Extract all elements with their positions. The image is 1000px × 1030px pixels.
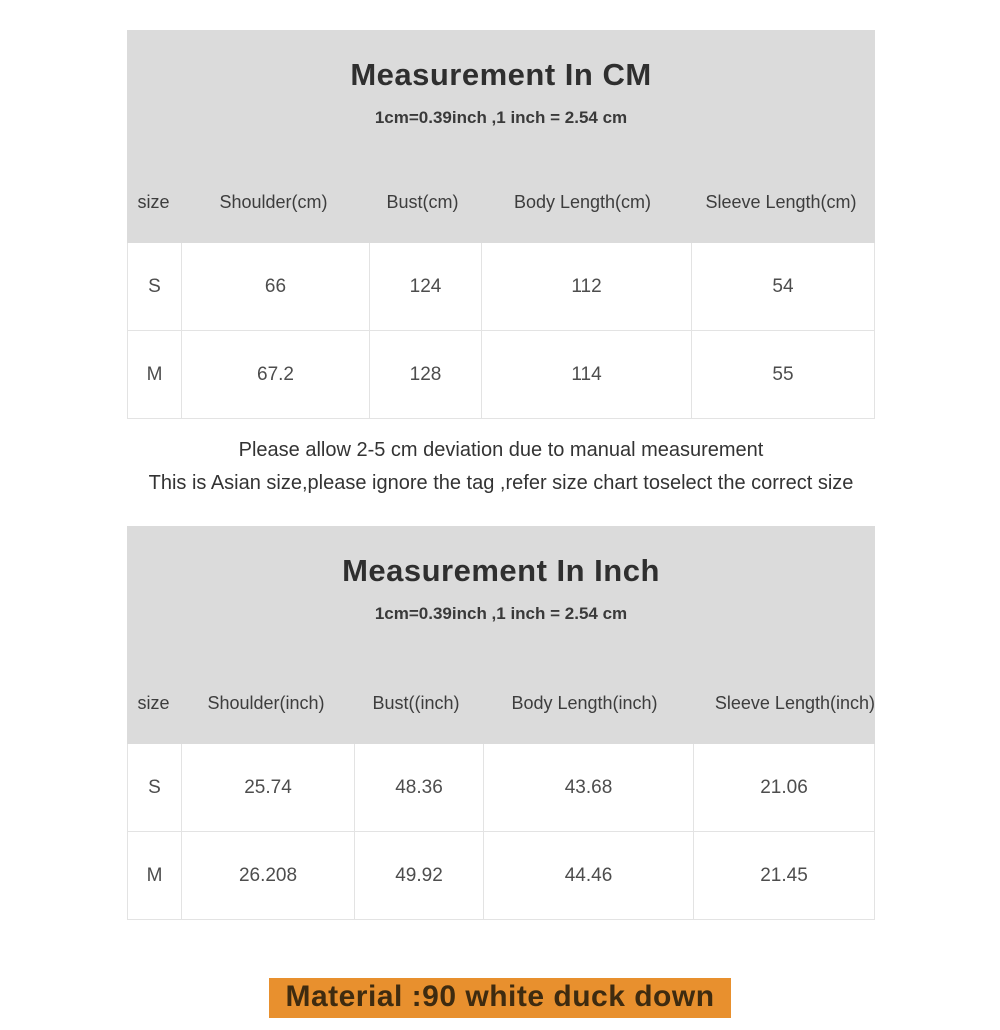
table-row: M 26.208 49.92 44.46 21.45 <box>128 832 874 920</box>
body-length-cell: 112 <box>481 243 691 330</box>
shoulder-cell: 67.2 <box>181 331 369 418</box>
size-chart: Measurement In CM 1cm=0.39inch ,1 inch =… <box>127 30 875 920</box>
column-header-bust: Bust(cm) <box>386 192 459 212</box>
column-header-sleeve-length: Sleeve Length(cm) <box>705 192 857 212</box>
size-cell: M <box>146 363 163 385</box>
size-cell: S <box>148 776 161 798</box>
column-header-size: size <box>137 192 170 212</box>
inch-section: Measurement In Inch 1cm=0.39inch ,1 inch… <box>127 526 875 920</box>
section-subtitle: 1cm=0.39inch ,1 inch = 2.54 cm <box>374 108 628 127</box>
bust-cell: 48.36 <box>354 744 483 831</box>
bust-cell: 124 <box>369 243 481 330</box>
material-banner-wrap: Material :90 white duck down <box>0 978 1000 1018</box>
notes: Please allow 2-5 cm deviation due to man… <box>127 434 875 500</box>
table-row: S 25.74 48.36 43.68 21.06 <box>128 744 874 832</box>
note-line: This is Asian size,please ignore the tag… <box>148 472 854 494</box>
column-header-row: size Shoulder(cm) Bust(cm) Body Length(c… <box>127 192 875 213</box>
bust-cell: 49.92 <box>354 832 483 919</box>
sleeve-length-cell: 55 <box>691 331 874 418</box>
column-header-shoulder: Shoulder(cm) <box>219 192 328 212</box>
section-subtitle: 1cm=0.39inch ,1 inch = 2.54 cm <box>374 604 628 623</box>
column-header-size: size <box>137 693 170 713</box>
column-header-body-length: Body Length(inch) <box>511 693 658 713</box>
material-banner: Material :90 white duck down <box>269 978 731 1018</box>
column-header-sleeve-length: Sleeve Length(inch) <box>714 693 875 713</box>
sleeve-length-cell: 21.45 <box>693 832 874 919</box>
inch-table: S 25.74 48.36 43.68 21.06 M 26.208 49.92… <box>127 744 875 920</box>
size-cell: S <box>148 275 161 297</box>
sleeve-length-cell: 54 <box>691 243 874 330</box>
note-line: Please allow 2-5 cm deviation due to man… <box>238 439 764 461</box>
cm-header-block: Measurement In CM 1cm=0.39inch ,1 inch =… <box>127 30 875 243</box>
table-row: S 66 124 112 54 <box>128 243 874 331</box>
table-row: M 67.2 128 114 55 <box>128 331 874 419</box>
column-header-row: size Shoulder(inch) Bust((inch) Body Len… <box>127 693 875 714</box>
body-length-cell: 114 <box>481 331 691 418</box>
cm-table: S 66 124 112 54 M 67.2 128 114 55 <box>127 243 875 419</box>
shoulder-cell: 66 <box>181 243 369 330</box>
section-title: Measurement In CM <box>350 57 652 92</box>
inch-header-block: Measurement In Inch 1cm=0.39inch ,1 inch… <box>127 526 875 744</box>
body-length-cell: 43.68 <box>483 744 693 831</box>
column-header-bust: Bust((inch) <box>372 693 460 713</box>
body-length-cell: 44.46 <box>483 832 693 919</box>
column-header-shoulder: Shoulder(inch) <box>207 693 325 713</box>
shoulder-cell: 25.74 <box>181 744 354 831</box>
section-title: Measurement In Inch <box>342 553 660 588</box>
shoulder-cell: 26.208 <box>181 832 354 919</box>
sleeve-length-cell: 21.06 <box>693 744 874 831</box>
size-cell: M <box>146 864 163 886</box>
bust-cell: 128 <box>369 331 481 418</box>
column-header-body-length: Body Length(cm) <box>513 192 652 212</box>
cm-section: Measurement In CM 1cm=0.39inch ,1 inch =… <box>127 30 875 419</box>
